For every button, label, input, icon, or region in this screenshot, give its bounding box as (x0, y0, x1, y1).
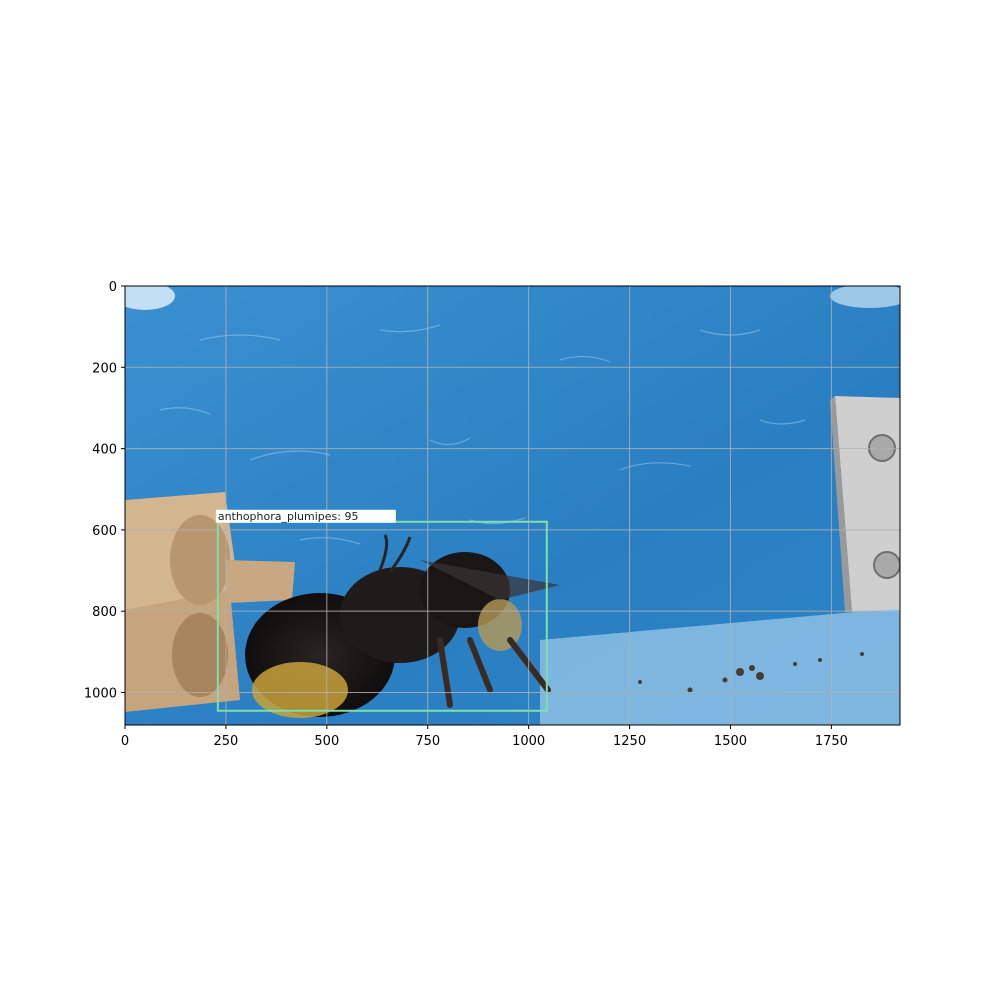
screw (873, 551, 900, 579)
x-tick-label: 250 (213, 734, 238, 749)
y-tick-label: 800 (92, 605, 117, 620)
bee-abdomen-yellow-band (252, 662, 348, 718)
x-tick-label: 750 (415, 734, 440, 749)
wooden-nest-tubes (125, 492, 295, 712)
x-tick-label: 1000 (512, 734, 545, 749)
bumblebee (245, 534, 560, 718)
screw (868, 434, 896, 462)
y-tick-label: 1000 (84, 686, 117, 701)
x-tick-label: 0 (121, 734, 129, 749)
detection-label-background (215, 509, 396, 523)
x-axis: 0 250 500 750 1000 1250 1500 1750 (121, 725, 848, 749)
y-tick-label: 400 (92, 443, 117, 458)
photo (125, 286, 900, 725)
x-tick-label: 1750 (815, 734, 848, 749)
y-tick-label: 0 (109, 280, 117, 295)
y-tick-label: 600 (92, 524, 117, 539)
x-tick-label: 1500 (714, 734, 747, 749)
metal-bracket (830, 396, 900, 612)
bee-antennae (378, 534, 412, 573)
x-tick-label: 1250 (613, 734, 646, 749)
bee-wing (420, 560, 560, 600)
detection-label: anthophora_plumipes: 95 (218, 510, 359, 523)
x-tick-label: 500 (314, 734, 339, 749)
light-reflection (830, 286, 900, 308)
debris (638, 652, 864, 693)
y-axis: 0 200 400 600 800 1000 (84, 280, 125, 701)
detections: anthophora_plumipes: 95 (215, 509, 548, 712)
axes-frame (124, 285, 901, 726)
light-reflection (125, 286, 175, 310)
y-tick-label: 200 (92, 361, 117, 376)
